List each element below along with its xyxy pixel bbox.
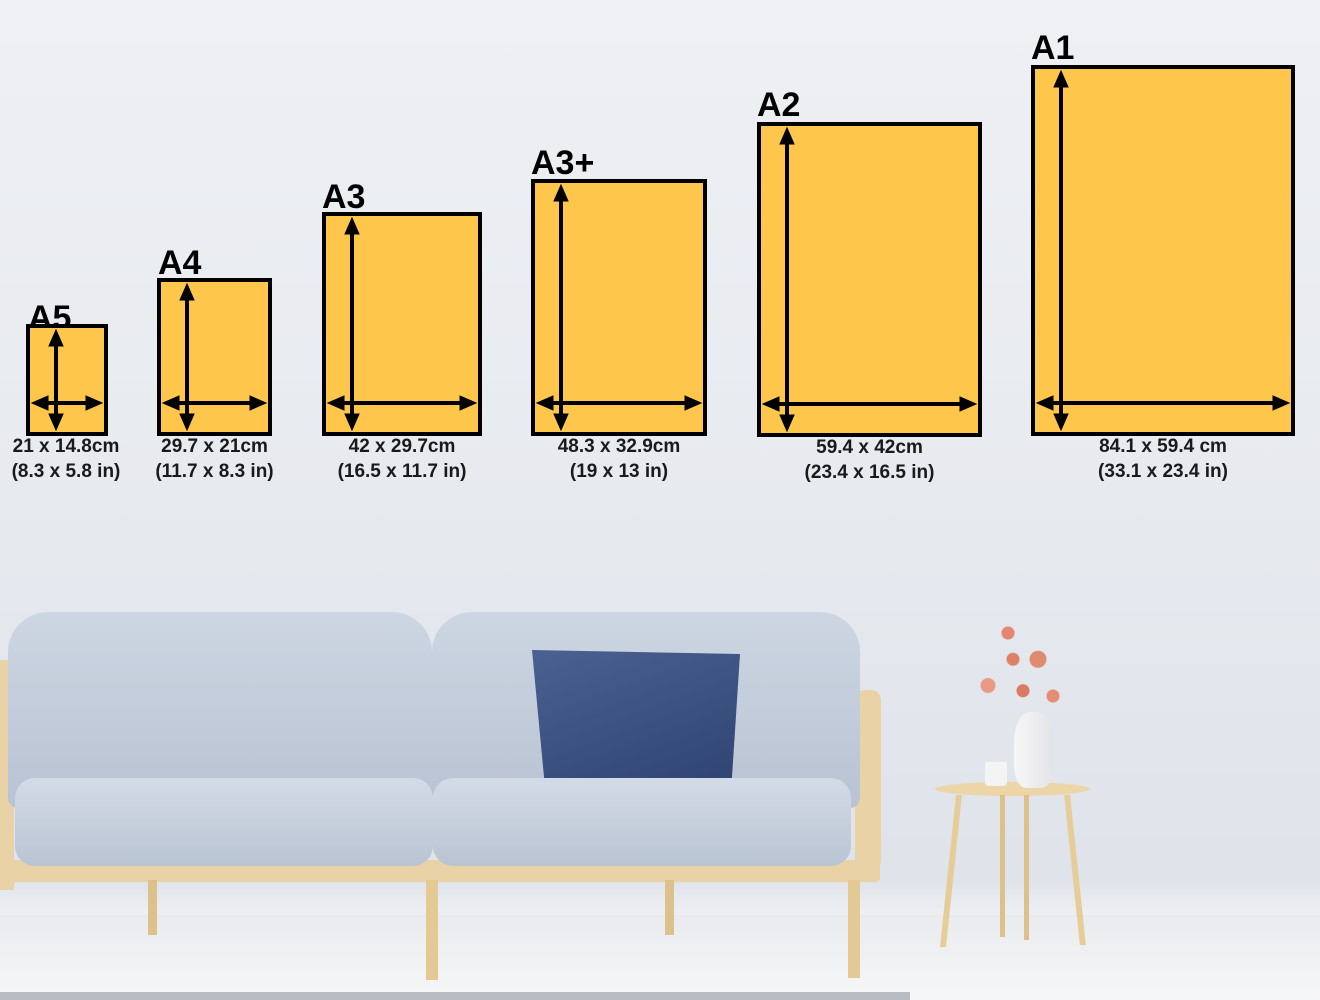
poster-dimensions: 21 x 14.8cm (8.3 x 5.8 in): [12, 434, 121, 484]
dimensions-cm: 42 x 29.7cm: [348, 436, 456, 457]
dimension-arrows-icon: [1035, 69, 1291, 432]
dimensions-cm: 29.7 x 21cm: [161, 436, 268, 457]
floor: [0, 915, 1320, 1000]
rug: [0, 992, 910, 1000]
poster-frame-a1: [1031, 65, 1295, 436]
dimensions-inches: (8.3 x 5.8 in): [11, 461, 121, 482]
dimension-arrows-icon: [161, 282, 268, 432]
poster-frame-a2: [757, 122, 982, 437]
poster-frame-a3: [322, 212, 482, 436]
dimensions-inches: (33.1 x 23.4 in): [1098, 461, 1228, 482]
vase: [1014, 712, 1054, 788]
dimension-arrows-icon: [326, 216, 478, 432]
dimension-arrows-icon: [30, 328, 104, 432]
poster-frame-a3-plus: [531, 179, 707, 436]
dimensions-cm: 59.4 x 42cm: [816, 437, 923, 458]
poster-dimensions: 84.1 x 59.4 cm (33.1 x 23.4 in): [1098, 434, 1228, 484]
dimensions-cm: 21 x 14.8cm: [12, 436, 120, 457]
dimensions-inches: (23.4 x 16.5 in): [804, 462, 935, 483]
flowers: [968, 612, 1068, 717]
poster-frame-a4: [157, 278, 272, 436]
dimension-arrows-icon: [761, 126, 978, 433]
poster-size-label: A4: [158, 244, 202, 282]
poster-size-label: A3+: [531, 144, 595, 182]
dimensions-inches: (16.5 x 11.7 in): [337, 461, 467, 482]
table-top: [935, 782, 1090, 796]
dimensions-inches: (11.7 x 8.3 in): [155, 461, 274, 482]
poster-frame-a5: [26, 324, 108, 436]
seat-cushion: [433, 778, 851, 866]
seat-cushion: [15, 778, 433, 866]
poster-dimensions: 42 x 29.7cm (16.5 x 11.7 in): [338, 434, 467, 484]
poster-dimensions: 59.4 x 42cm (23.4 x 16.5 in): [805, 435, 935, 485]
poster-dimensions: 29.7 x 21cm (11.7 x 8.3 in): [155, 434, 273, 484]
poster-size-label: A3: [322, 178, 366, 216]
dimensions-cm: 48.3 x 32.9cm: [557, 436, 681, 457]
sofa-leg: [148, 880, 157, 935]
dimensions-cm: 84.1 x 59.4 cm: [1099, 436, 1227, 457]
poster-size-label: A2: [757, 86, 801, 124]
sofa-leg: [848, 880, 860, 978]
poster-dimensions: 48.3 x 32.9cm (19 x 13 in): [558, 434, 681, 484]
dimensions-inches: (19 x 13 in): [569, 461, 669, 482]
table-leg: [1000, 795, 1005, 937]
back-cushion: [8, 612, 432, 808]
poster-size-label: A1: [1031, 29, 1075, 67]
table-leg: [1024, 795, 1029, 940]
sofa-leg: [665, 880, 674, 935]
sofa-leg: [426, 880, 438, 980]
pillow: [532, 650, 740, 782]
dimension-arrows-icon: [535, 183, 703, 432]
cup: [985, 762, 1007, 786]
